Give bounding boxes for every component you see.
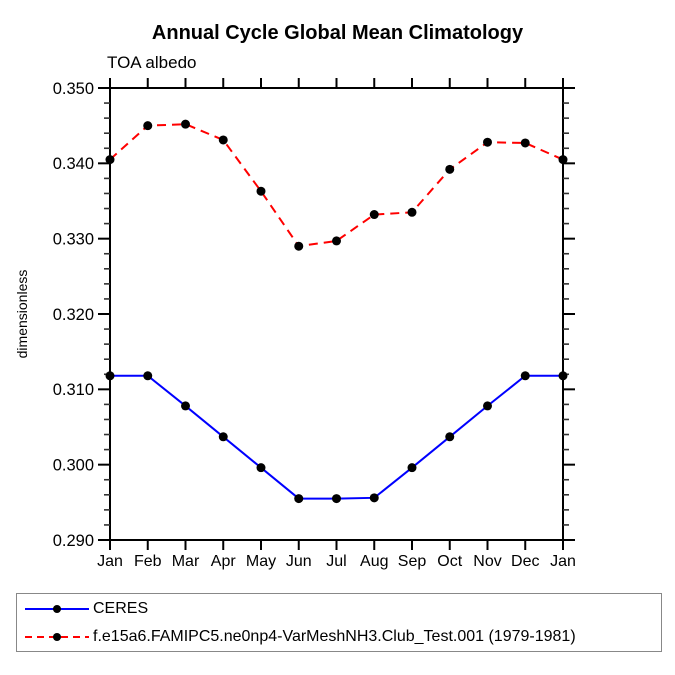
legend-sample-model bbox=[25, 632, 89, 641]
data-point bbox=[105, 155, 115, 165]
legend-marker-icon bbox=[53, 604, 61, 613]
data-point bbox=[445, 432, 455, 442]
series-line-0 bbox=[110, 374, 563, 500]
legend-item-model: f.e15a6.FAMIPC5.ne0np4-VarMeshNH3.Club_T… bbox=[22, 623, 661, 651]
x-tick-label: Nov bbox=[473, 553, 501, 570]
data-point bbox=[407, 463, 417, 473]
y-tick-label: 0.310 bbox=[53, 381, 94, 399]
legend-label-ceres: CERES bbox=[93, 599, 149, 617]
data-point bbox=[105, 371, 115, 381]
data-point bbox=[558, 155, 568, 165]
data-point bbox=[445, 164, 455, 174]
data-point bbox=[483, 137, 492, 147]
data-point bbox=[520, 371, 530, 381]
legend-box: CERES f.e15a6.FAMIPC5.ne0np4-VarMeshNH3.… bbox=[16, 593, 662, 652]
y-tick-label: 0.290 bbox=[53, 532, 94, 550]
legend-label-model: f.e15a6.FAMIPC5.ne0np4-VarMeshNH3.Club_T… bbox=[93, 627, 576, 645]
plot-frame bbox=[109, 87, 564, 541]
y-tick-label: 0.340 bbox=[53, 155, 94, 173]
legend-item-ceres: CERES bbox=[22, 595, 661, 623]
data-point bbox=[256, 186, 266, 196]
x-tick-label: Apr bbox=[211, 553, 237, 570]
data-point bbox=[143, 121, 153, 131]
y-tick-label: 0.350 bbox=[53, 80, 94, 98]
x-tick-label: Feb bbox=[134, 553, 162, 570]
x-tick-label: Aug bbox=[360, 553, 388, 570]
data-point bbox=[332, 494, 341, 504]
y-tick-label: 0.300 bbox=[53, 456, 94, 474]
x-tick-label: Jul bbox=[326, 553, 346, 570]
data-point bbox=[332, 236, 341, 246]
data-point bbox=[218, 135, 228, 145]
chart-title: Annual Cycle Global Mean Climatology bbox=[151, 22, 524, 44]
x-tick-label: May bbox=[246, 553, 276, 570]
data-point bbox=[294, 494, 304, 504]
data-point bbox=[218, 432, 228, 442]
chart-subtitle: TOA albedo bbox=[107, 53, 197, 72]
legend-marker-icon bbox=[53, 632, 61, 641]
data-point bbox=[520, 138, 530, 148]
x-tick-label: Jan bbox=[550, 553, 576, 570]
data-point bbox=[369, 493, 379, 503]
x-tick-label: Sep bbox=[398, 553, 427, 570]
data-point bbox=[294, 241, 304, 251]
data-point bbox=[558, 371, 568, 381]
data-point bbox=[143, 371, 153, 381]
y-tick-label: 0.320 bbox=[53, 306, 94, 324]
plot-area: 0.290 0.300 0.310 0.320 0.330 0.340 0.350 Jan Fe… bbox=[53, 78, 576, 570]
x-tick-label: Mar bbox=[172, 553, 200, 570]
x-tick-label: Jan bbox=[97, 553, 123, 570]
data-point bbox=[407, 207, 417, 217]
data-point bbox=[181, 401, 190, 411]
y-tick-label: 0.330 bbox=[53, 230, 94, 248]
series-line-1 bbox=[109, 123, 564, 248]
x-tick-label: Oct bbox=[437, 553, 462, 570]
legend-sample-ceres bbox=[25, 604, 89, 613]
data-point bbox=[483, 401, 492, 411]
data-point bbox=[181, 119, 190, 129]
x-tick-label: Dec bbox=[511, 553, 539, 570]
data-point bbox=[369, 210, 379, 220]
x-tick-label: Jun bbox=[286, 553, 312, 570]
data-point bbox=[256, 463, 266, 473]
